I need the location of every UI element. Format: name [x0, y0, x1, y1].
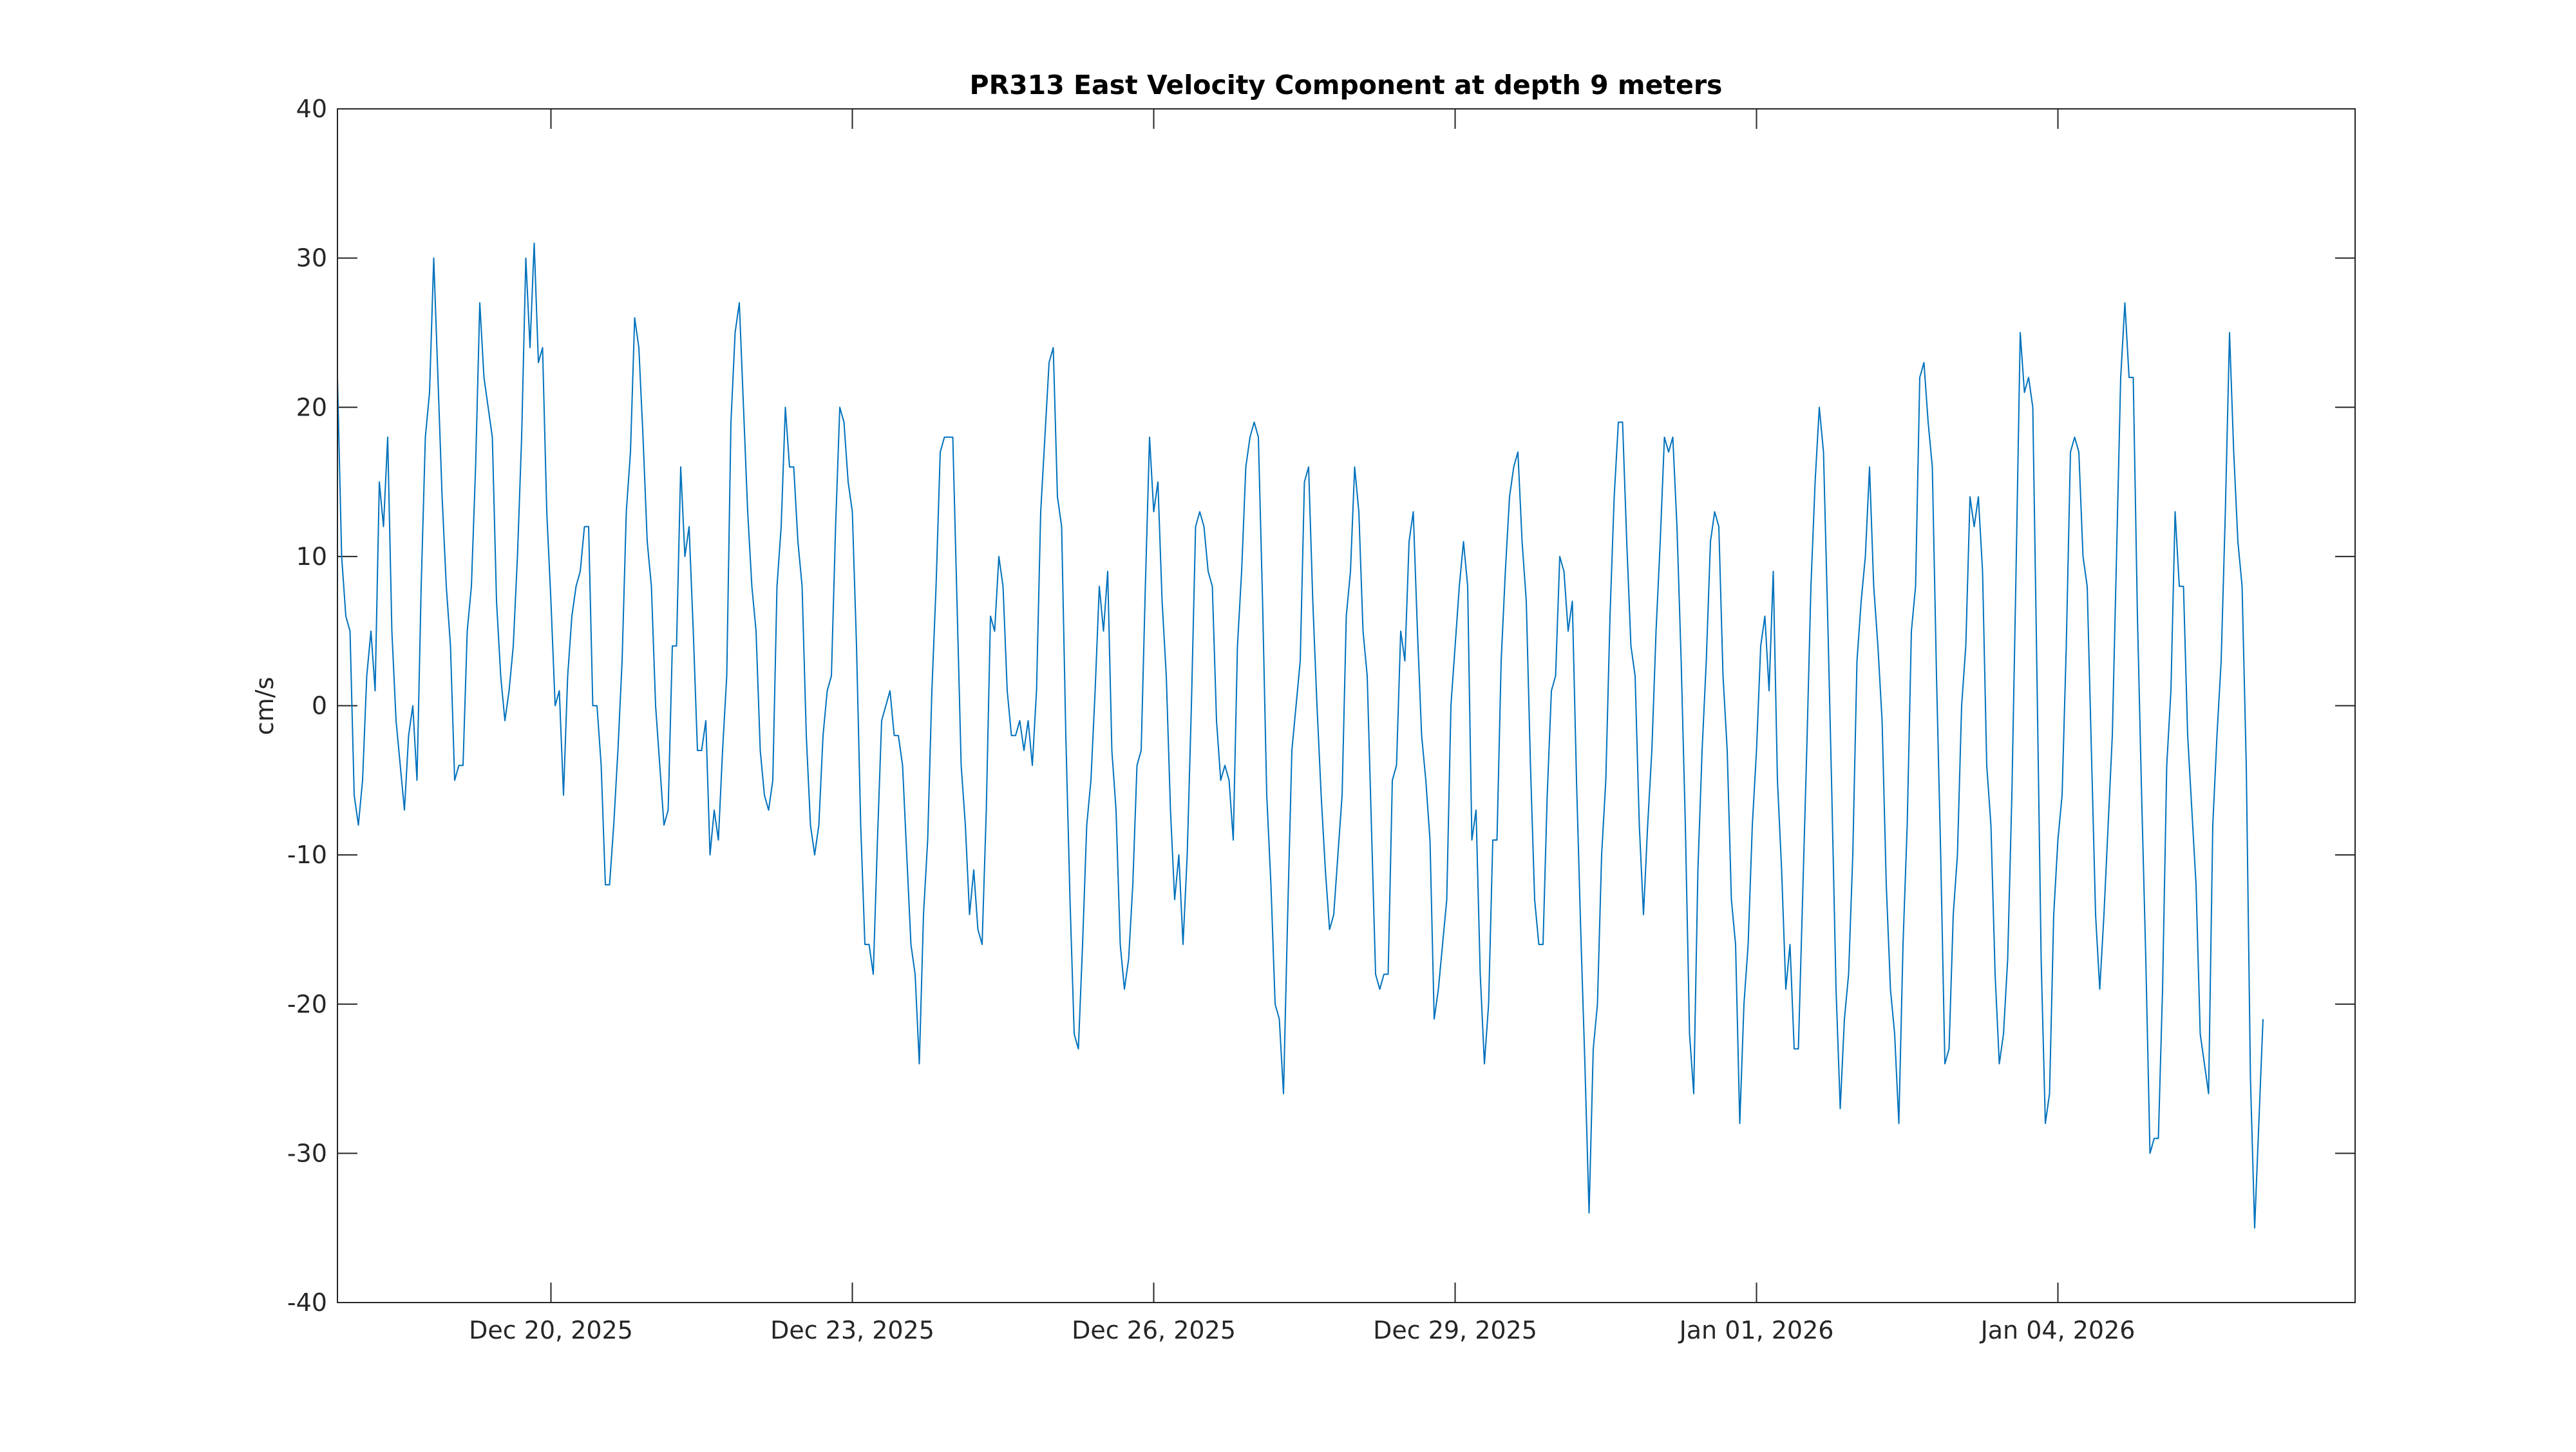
- series-layer: [337, 242, 2264, 1229]
- y-tick-label: 30: [296, 244, 327, 272]
- xtick-labels: Dec 20, 2025 Dec 23, 2025 Dec 26, 2025 Dec …: [469, 1316, 2135, 1344]
- x-tick-label: Dec 20, 2025: [469, 1316, 633, 1344]
- y-tick-label: -10: [287, 841, 327, 869]
- y-tick-label: -30: [287, 1139, 327, 1167]
- y-tick-label: -40: [287, 1288, 327, 1317]
- y-tick-label: 0: [312, 692, 327, 720]
- series-line: [337, 242, 2264, 1229]
- axes-background: [337, 109, 2355, 1303]
- x-tick-label: Dec 26, 2025: [1072, 1316, 1236, 1344]
- ytick-labels: 40 30 20 10 0 -10 -20 -30 -40: [287, 95, 327, 1317]
- y-tick-label: 10: [296, 542, 327, 571]
- y-tick-label: 40: [296, 95, 327, 123]
- ticks-layer: [337, 108, 2355, 1303]
- x-tick-label: Jan 04, 2026: [1980, 1316, 2136, 1344]
- y-axis-label: cm/s: [251, 677, 279, 736]
- x-tick-label: Jan 01, 2026: [1678, 1316, 1834, 1344]
- chart-title: PR313 East Velocity Component at depth 9…: [970, 70, 1723, 100]
- y-tick-label: -20: [287, 990, 327, 1018]
- x-tick-label: Dec 29, 2025: [1373, 1316, 1537, 1344]
- axes-box: [337, 108, 2356, 1303]
- x-tick-label: Dec 23, 2025: [770, 1316, 934, 1344]
- y-tick-label: 20: [296, 393, 327, 421]
